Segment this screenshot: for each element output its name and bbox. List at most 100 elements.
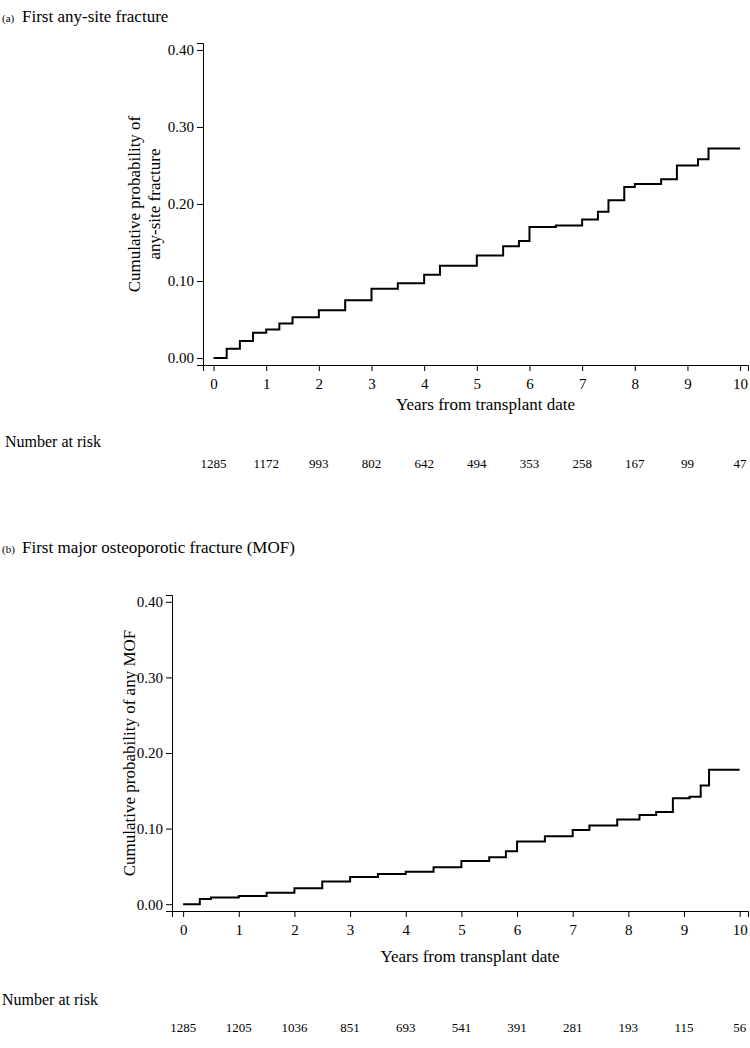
x-tick: 1 <box>236 911 244 938</box>
y-axis: 0.00 0.10 0.20 0.30 0.40 <box>137 594 173 912</box>
y-axis-line <box>166 596 173 912</box>
x-axis: 012345678910 <box>204 365 749 392</box>
y-tick-mark <box>197 281 203 282</box>
risk-number: 494 <box>467 456 487 471</box>
y-tick: 0.00 <box>137 896 172 912</box>
panel-label: (b) <box>2 543 15 556</box>
x-tick-label: 7 <box>569 922 577 938</box>
x-tick: 0 <box>180 911 188 938</box>
x-tick: 2 <box>316 365 324 392</box>
x-tick-label: 6 <box>526 376 534 392</box>
x-axis-title: Years from transplant date <box>396 395 575 414</box>
y-tick-mark <box>197 50 203 51</box>
x-tick-label: 5 <box>474 376 482 392</box>
x-tick-label: 6 <box>514 922 522 938</box>
y-tick-label: 0.20 <box>137 745 163 761</box>
cumulative-curve <box>214 149 741 359</box>
x-tick-label: 4 <box>402 922 410 938</box>
x-tick: 5 <box>474 365 482 392</box>
x-tick-label: 3 <box>347 922 355 938</box>
x-tick: 10 <box>733 911 748 938</box>
x-tick-label: 0 <box>210 376 218 392</box>
title: First any-site fracture <box>22 7 168 26</box>
title: First major osteoporotic fracture (MOF) <box>22 538 295 557</box>
y-tick: 0.40 <box>137 594 172 610</box>
risk-number: 47 <box>734 456 748 471</box>
y-tick-label: 0.40 <box>168 42 194 58</box>
x-tick: 1 <box>263 365 271 392</box>
risk-number: 353 <box>520 456 540 471</box>
x-tick-mark <box>687 365 688 371</box>
plot-area <box>214 149 741 359</box>
y-tick: 0.20 <box>137 745 172 761</box>
x-tick: 3 <box>368 365 376 392</box>
x-tick-label: 5 <box>458 922 466 938</box>
y-axis-title-line: Cumulative probability of any MOF <box>120 630 139 876</box>
x-tick-mark <box>239 911 240 917</box>
y-tick: 0.00 <box>168 350 203 366</box>
x-tick-mark <box>406 911 407 917</box>
x-tick-mark <box>424 365 425 371</box>
y-tick-label: 0.30 <box>137 670 163 686</box>
y-tick: 0.10 <box>137 821 172 837</box>
y-tick: 0.30 <box>137 670 172 686</box>
cumulative-curve <box>183 770 740 905</box>
y-tick-mark <box>197 127 203 128</box>
risk-number: 115 <box>674 1020 693 1035</box>
risk-number: 541 <box>452 1020 472 1035</box>
panel: (b) First major osteoporotic fracture (MO… <box>2 538 749 1035</box>
x-tick-mark <box>635 365 636 371</box>
y-axis-title: Cumulative probability of any MOF <box>120 630 139 876</box>
y-axis-line <box>197 44 204 366</box>
x-tick-label: 10 <box>733 376 748 392</box>
risk-number: 99 <box>681 456 694 471</box>
x-tick: 6 <box>514 911 522 938</box>
y-tick-mark <box>166 677 172 678</box>
figure: (a)First any-site fracture0123456789100.… <box>0 0 750 1048</box>
x-axis-line <box>204 366 749 372</box>
x-tick-label: 3 <box>368 376 376 392</box>
x-tick-label: 8 <box>632 376 640 392</box>
risk-number: 1205 <box>226 1020 252 1035</box>
x-tick-mark <box>740 365 741 371</box>
y-tick-mark <box>166 753 172 754</box>
x-tick-label: 0 <box>180 922 188 938</box>
y-tick: 0.30 <box>168 119 203 135</box>
risk-number: 1036 <box>281 1020 308 1035</box>
risk-number: 281 <box>563 1020 583 1035</box>
y-tick-label: 0.30 <box>168 119 194 135</box>
x-tick-mark <box>372 365 373 371</box>
risk-number: 993 <box>309 456 329 471</box>
x-tick: 4 <box>402 911 410 938</box>
x-tick: 7 <box>579 365 587 392</box>
risk-number: 693 <box>396 1020 416 1035</box>
risk-number: 1285 <box>201 456 227 471</box>
y-tick: 0.20 <box>168 196 203 212</box>
x-tick: 7 <box>569 911 577 938</box>
x-axis-title: Years from transplant date <box>380 947 559 966</box>
y-tick-label: 0.10 <box>137 821 163 837</box>
x-tick-label: 9 <box>681 922 689 938</box>
risk-number: 258 <box>572 456 592 471</box>
x-tick: 9 <box>681 911 689 938</box>
y-tick: 0.40 <box>168 42 203 58</box>
y-tick-label: 0.00 <box>168 350 194 366</box>
x-tick: 8 <box>632 365 640 392</box>
risk-number: 1172 <box>253 456 279 471</box>
x-tick-mark <box>183 911 184 917</box>
y-axis: 0.000.100.200.300.40 <box>168 42 204 366</box>
x-tick-mark <box>582 365 583 371</box>
x-tick-mark <box>628 911 629 917</box>
x-tick: 4 <box>421 365 429 392</box>
x-axis: 012345678910 <box>173 911 749 938</box>
x-tick-mark <box>294 911 295 917</box>
y-tick-mark <box>197 358 203 359</box>
x-tick: 3 <box>347 911 355 938</box>
x-tick-mark <box>319 365 320 371</box>
x-tick-label: 10 <box>733 922 748 938</box>
x-tick-mark <box>477 365 478 371</box>
x-tick: 8 <box>625 911 633 938</box>
x-tick-mark <box>266 365 267 371</box>
x-tick-mark <box>573 911 574 917</box>
x-tick: 0 <box>210 365 218 392</box>
